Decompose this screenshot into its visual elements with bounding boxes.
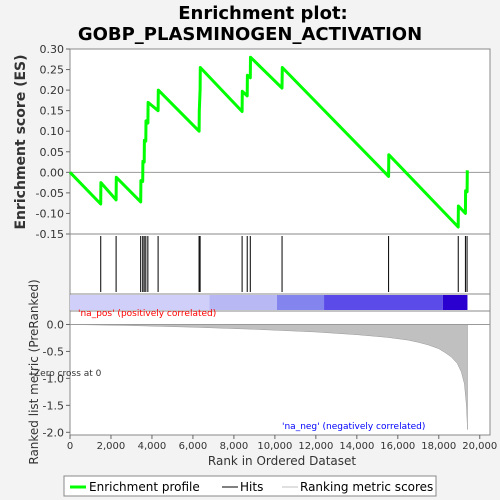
es-y-tick-label: 0.15 — [40, 105, 65, 118]
es-y-tick-label: 0.10 — [40, 125, 65, 138]
es-y-tick-label: 0.05 — [40, 146, 65, 159]
neg-correlated-label: 'na_neg' (negatively correlated) — [282, 422, 425, 432]
es-y-tick-label: 0.30 — [40, 43, 65, 56]
chart-title-line1: Enrichment plot: — [178, 3, 348, 24]
legend-metric-label: Ranking metric scores — [300, 480, 433, 494]
legend-box — [63, 475, 437, 497]
x-tick-label: 6,000 — [179, 441, 208, 452]
metric-y-axis-label: Ranked list metric (PreRanked) — [27, 279, 41, 464]
metric-y-tick-label: -1.5 — [43, 399, 64, 412]
es-y-tick-label: 0.20 — [40, 84, 65, 97]
x-tick-label: 4,000 — [138, 441, 167, 452]
es-y-tick-label: -0.05 — [36, 187, 64, 200]
x-tick-label: 0 — [67, 441, 73, 452]
enrichment-profile-line — [68, 55, 469, 229]
metric-y-tick-label: -0.5 — [43, 345, 64, 358]
x-tick-label: 8,000 — [220, 441, 249, 452]
hits-panel — [69, 233, 491, 295]
color-band-segment — [70, 295, 210, 310]
x-tick-label: 12,000 — [298, 441, 333, 452]
x-tick-label: 14,000 — [339, 441, 374, 452]
es-y-tick-label: -0.10 — [36, 207, 64, 220]
color-band-segment — [442, 295, 468, 310]
zero-cross-label: Zero cross at 0 — [34, 369, 102, 379]
ranking-metric-area — [69, 324, 468, 430]
x-tick-label: 10,000 — [257, 441, 292, 452]
chart-title-line2: GOBP_PLASMINOGEN_ACTIVATION — [78, 24, 422, 45]
metric-y-tick-label: -1.0 — [43, 372, 64, 385]
x-tick-label: 20,000 — [462, 441, 497, 452]
x-axis-label: Rank in Ordered Dataset — [208, 454, 356, 468]
es-y-tick-label: 0.25 — [40, 64, 65, 77]
metric-y-tick-label: -2.0 — [43, 426, 64, 439]
legend-hits-label: Hits — [240, 480, 263, 494]
metric-y-tick-label: 0.0 — [47, 318, 65, 331]
x-tick-label: 16,000 — [380, 441, 415, 452]
color-band-segment — [276, 295, 325, 310]
es-y-tick-label: -0.15 — [36, 228, 64, 241]
es-y-axis-label: Enrichment score (ES) — [13, 54, 29, 229]
pos-correlated-label: 'na_pos' (positively correlated) — [78, 309, 216, 319]
color-band-segment — [209, 295, 277, 310]
es-panel — [69, 48, 491, 235]
x-tick-label: 18,000 — [421, 441, 456, 452]
es-y-tick-label: 0.00 — [40, 166, 65, 179]
legend-enrichment-label: Enrichment profile — [89, 480, 200, 494]
color-band-segment — [324, 295, 443, 310]
x-tick-label: 2,000 — [97, 441, 126, 452]
